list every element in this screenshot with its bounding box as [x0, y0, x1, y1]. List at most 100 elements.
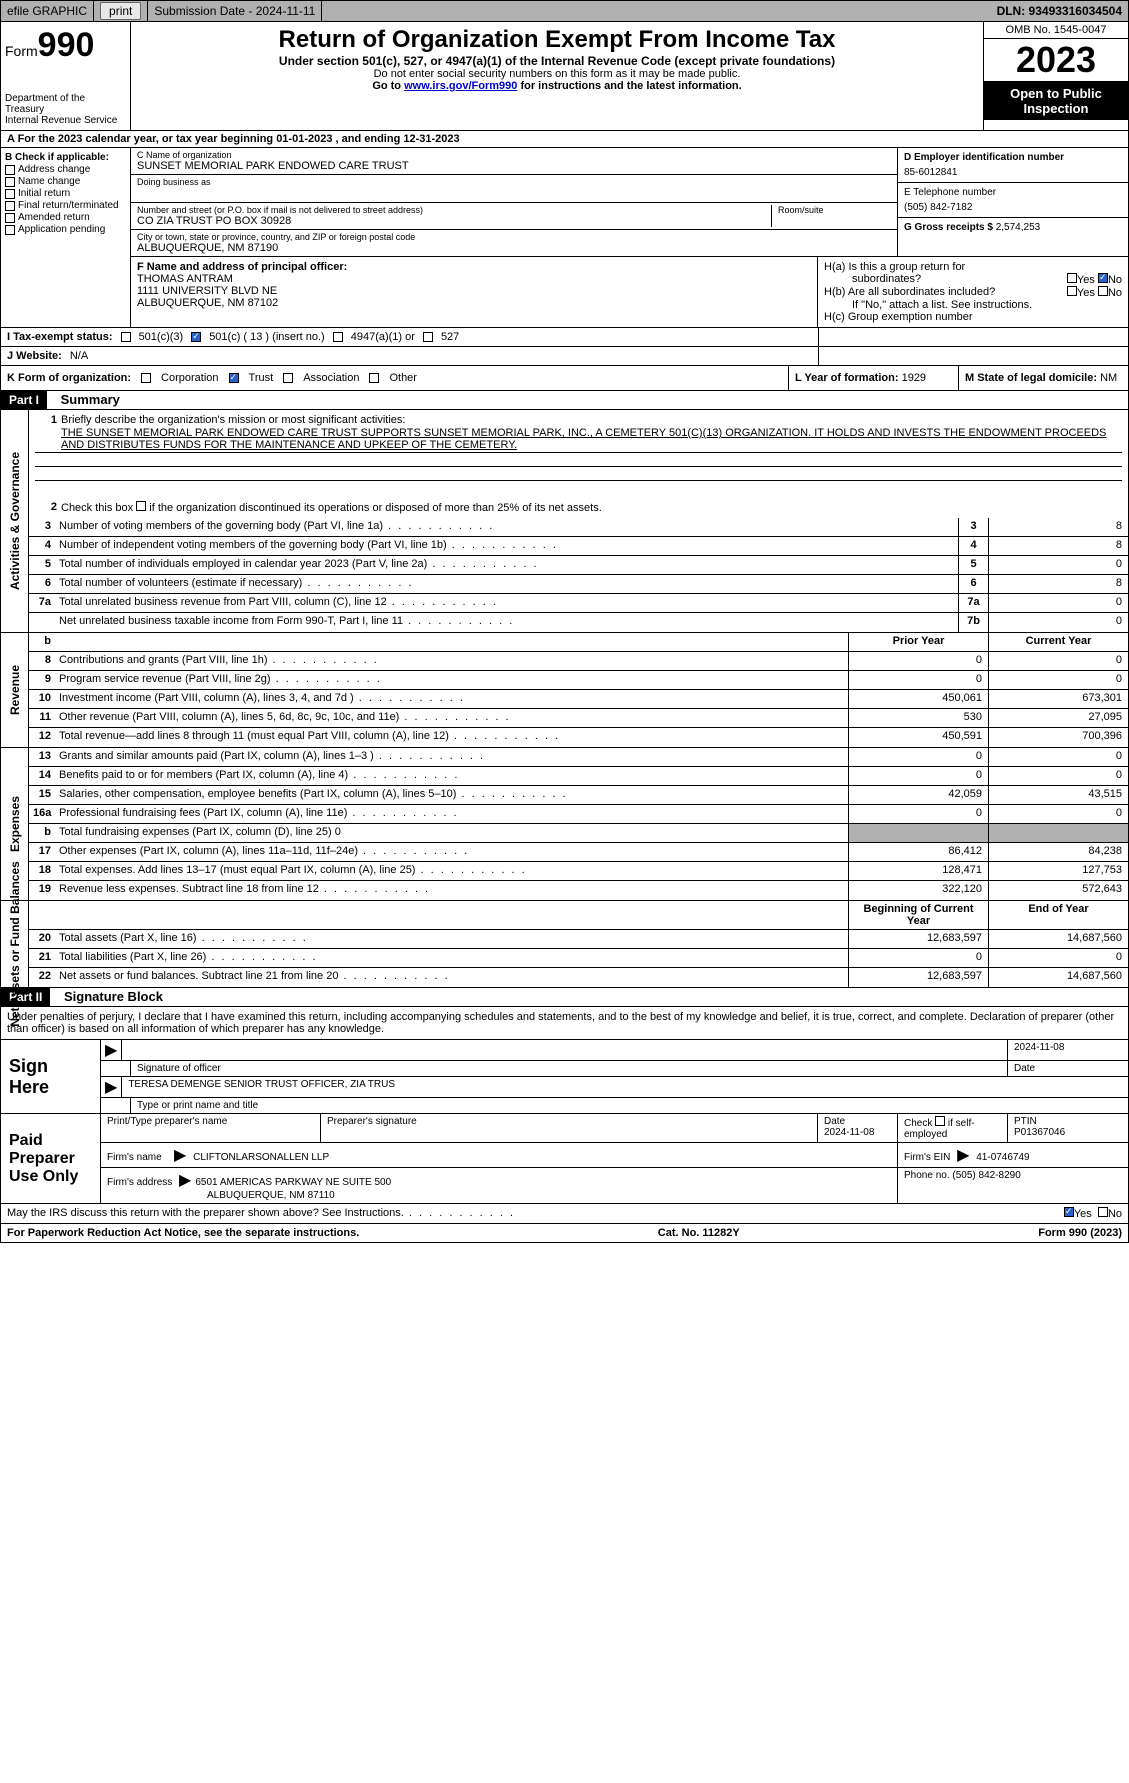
- line-num: 19: [29, 881, 55, 900]
- checkbox-icon[interactable]: [5, 177, 15, 187]
- yes-label: Yes: [1074, 1208, 1092, 1220]
- line-desc: Other revenue (Part VIII, column (A), li…: [55, 709, 848, 727]
- checkbox-icon[interactable]: [136, 501, 146, 511]
- prior-value: 530: [848, 709, 988, 727]
- dept-treasury: Department of the Treasury: [5, 93, 126, 115]
- line-desc: Total number of individuals employed in …: [55, 556, 958, 574]
- paid-preparer-label: Paid Preparer Use Only: [1, 1114, 101, 1203]
- current-value: 0: [988, 671, 1128, 689]
- line-2-pre: Check this box: [61, 502, 136, 514]
- paid-preparer-block: Paid Preparer Use Only Print/Type prepar…: [0, 1114, 1129, 1204]
- checkbox-icon[interactable]: [1098, 286, 1108, 296]
- print-button[interactable]: print: [100, 2, 141, 20]
- h-block: H(a) Is this a group return for subordin…: [818, 257, 1128, 327]
- line-value: 8: [988, 575, 1128, 593]
- checkbox-icon[interactable]: [1067, 273, 1077, 283]
- table-row: 22 Net assets or fund balances. Subtract…: [29, 968, 1128, 987]
- col-b-header: B Check if applicable:: [5, 152, 126, 163]
- table-row: 6 Total number of volunteers (estimate i…: [29, 575, 1128, 594]
- line-value: 0: [988, 556, 1128, 574]
- line-desc: Net assets or fund balances. Subtract li…: [55, 968, 848, 987]
- checkbox-icon[interactable]: [1098, 273, 1108, 283]
- checkbox-icon[interactable]: [229, 373, 239, 383]
- col-cde: C Name of organization SUNSET MEMORIAL P…: [131, 148, 1128, 327]
- inspection-label: Open to Public Inspection: [984, 82, 1128, 120]
- net-header: Beginning of Current Year End of Year: [29, 901, 1128, 930]
- table-row: 3 Number of voting members of the govern…: [29, 518, 1128, 537]
- col-c: C Name of organization SUNSET MEMORIAL P…: [131, 148, 898, 256]
- checkbox-icon[interactable]: [369, 373, 379, 383]
- table-row: 13 Grants and similar amounts paid (Part…: [29, 748, 1128, 767]
- line-box: 4: [958, 537, 988, 555]
- domicile-value: NM: [1100, 372, 1117, 384]
- line-desc: Grants and similar amounts paid (Part IX…: [55, 748, 848, 766]
- opt-other: Other: [389, 372, 417, 384]
- prep-date: 2024-11-08: [824, 1127, 874, 1138]
- current-value: 14,687,560: [988, 930, 1128, 948]
- checkbox-icon[interactable]: [1064, 1207, 1074, 1217]
- org-name-label: C Name of organization: [137, 150, 891, 160]
- checkbox-icon[interactable]: [5, 213, 15, 223]
- line-box: 3: [958, 518, 988, 536]
- checkbox-icon[interactable]: [333, 332, 343, 342]
- addr-label: Number and street (or P.O. box if mail i…: [137, 205, 771, 215]
- prior-value: 0: [848, 805, 988, 823]
- goto-post: for instructions and the latest informat…: [517, 80, 741, 92]
- checkbox-icon[interactable]: [5, 189, 15, 199]
- line-desc: Benefits paid to or for members (Part IX…: [55, 767, 848, 785]
- opt-assoc: Association: [303, 372, 359, 384]
- revenue-header: b Prior Year Current Year: [29, 633, 1128, 652]
- current-value: 673,301: [988, 690, 1128, 708]
- checkbox-icon[interactable]: [935, 1116, 945, 1126]
- prior-value: 0: [848, 748, 988, 766]
- sig-officer-label: Signature of officer: [131, 1061, 1008, 1076]
- mission-label: Briefly describe the organization's miss…: [61, 414, 405, 426]
- irs-label: Internal Revenue Service: [5, 115, 126, 126]
- header-right: OMB No. 1545-0047 2023 Open to Public In…: [983, 22, 1128, 130]
- arrow-icon: ▶: [175, 1172, 195, 1189]
- line-desc: Revenue less expenses. Subtract line 18 …: [55, 881, 848, 900]
- checkbox-icon[interactable]: [1067, 286, 1077, 296]
- check-self-emp: Check: [904, 1118, 935, 1129]
- checkbox-icon[interactable]: [423, 332, 433, 342]
- checkbox-icon[interactable]: [141, 373, 151, 383]
- no-label: No: [1108, 287, 1122, 299]
- part1-label: Part I: [1, 391, 47, 409]
- current-value: 572,643: [988, 881, 1128, 900]
- checkbox-icon[interactable]: [5, 165, 15, 175]
- date-label: Date: [1008, 1061, 1128, 1076]
- line-desc: Total liabilities (Part X, line 26): [55, 949, 848, 967]
- checkbox-icon[interactable]: [191, 332, 201, 342]
- line-desc: Contributions and grants (Part VIII, lin…: [55, 652, 848, 670]
- firm-ein-label: Firm's EIN: [904, 1152, 950, 1163]
- line-num: 15: [29, 786, 55, 804]
- prior-value: 42,059: [848, 786, 988, 804]
- dba-label: Doing business as: [137, 177, 891, 187]
- table-row: b Total fundraising expenses (Part IX, c…: [29, 824, 1128, 843]
- table-row: 16a Professional fundraising fees (Part …: [29, 805, 1128, 824]
- table-row: 11 Other revenue (Part VIII, column (A),…: [29, 709, 1128, 728]
- chk-amended: Amended return: [18, 212, 90, 223]
- mission-text: THE SUNSET MEMORIAL PARK ENDOWED CARE TR…: [35, 426, 1122, 453]
- checkbox-icon[interactable]: [5, 201, 15, 211]
- checkbox-icon[interactable]: [1098, 1207, 1108, 1217]
- form-title: Return of Organization Exempt From Incom…: [139, 26, 975, 54]
- form-org-label: K Form of organization:: [7, 372, 131, 384]
- prior-value: 0: [848, 671, 988, 689]
- table-row: 7a Total unrelated business revenue from…: [29, 594, 1128, 613]
- part2-bar: Part II Signature Block: [0, 988, 1129, 1007]
- officer-name: THOMAS ANTRAM: [137, 273, 811, 285]
- line-num: 13: [29, 748, 55, 766]
- firm-addr-label: Firm's address: [107, 1177, 172, 1188]
- checkbox-icon[interactable]: [5, 225, 15, 235]
- year-formation: 1929: [902, 372, 926, 384]
- goto-link[interactable]: www.irs.gov/Form990: [404, 80, 517, 92]
- row-a: A For the 2023 calendar year, or tax yea…: [0, 131, 1129, 148]
- checkbox-icon[interactable]: [121, 332, 131, 342]
- current-value: 0: [988, 949, 1128, 967]
- prior-year-header: Prior Year: [848, 633, 988, 651]
- checkbox-icon[interactable]: [283, 373, 293, 383]
- dln: DLN: 93493316034504: [991, 1, 1128, 21]
- line-num: 4: [29, 537, 55, 555]
- line-box: 6: [958, 575, 988, 593]
